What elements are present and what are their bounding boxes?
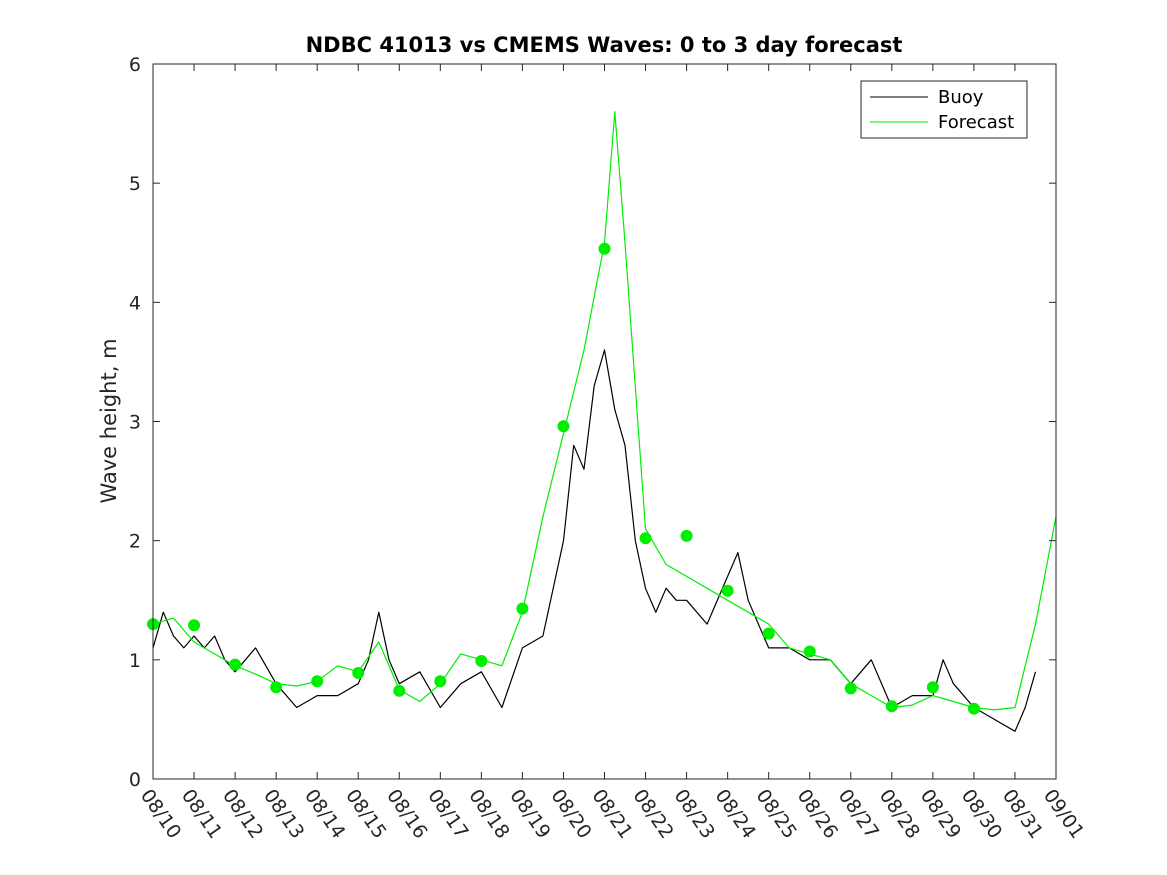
forecast-marker bbox=[844, 682, 857, 695]
forecast-marker bbox=[598, 242, 611, 255]
buoy-series bbox=[152, 349, 1037, 732]
y-tick-label: 1 bbox=[129, 650, 141, 672]
forecast-marker bbox=[229, 658, 242, 671]
forecast-marker bbox=[311, 675, 324, 688]
forecast-marker bbox=[926, 681, 939, 694]
y-tick-label: 5 bbox=[129, 173, 141, 195]
y-tick-label: 2 bbox=[129, 531, 141, 553]
legend-label-buoy: Buoy bbox=[938, 87, 984, 108]
y-axis-label: Wave height, m bbox=[97, 338, 121, 503]
forecast-marker bbox=[393, 684, 406, 697]
y-tick-label: 4 bbox=[129, 292, 141, 314]
forecast-marker bbox=[557, 420, 570, 433]
legend-box bbox=[860, 80, 1028, 139]
forecast-marker bbox=[885, 700, 898, 713]
forecast-marker bbox=[475, 655, 488, 668]
legend-label-forecast: Forecast bbox=[938, 112, 1014, 133]
y-tick-label: 0 bbox=[129, 769, 141, 791]
forecast-marker bbox=[434, 675, 447, 688]
forecast-line bbox=[152, 111, 1057, 711]
forecast-marker bbox=[188, 619, 201, 632]
forecast-marker bbox=[516, 602, 529, 615]
forecast-marker bbox=[270, 681, 283, 694]
chart-title: NDBC 41013 vs CMEMS Waves: 0 to 3 day fo… bbox=[306, 33, 903, 57]
forecast-marker bbox=[352, 666, 365, 679]
y-tick-label: 3 bbox=[129, 412, 141, 434]
axes-background bbox=[153, 64, 1056, 779]
forecast-series bbox=[152, 111, 1057, 711]
forecast-marker bbox=[680, 529, 693, 542]
buoy-line bbox=[152, 349, 1037, 732]
forecast-marker bbox=[803, 645, 816, 658]
forecast-marker bbox=[639, 532, 652, 545]
forecast-marker bbox=[967, 702, 980, 715]
plot-area: 08/1008/1108/1208/1308/1408/1508/1608/17… bbox=[129, 54, 1088, 843]
forecast-marker bbox=[721, 584, 734, 597]
forecast-marker bbox=[762, 627, 775, 640]
y-axis: 0 1 2 3 4 5 6 bbox=[129, 54, 1056, 791]
y-tick-label: 6 bbox=[129, 54, 141, 76]
legend: Buoy Forecast bbox=[860, 80, 1028, 139]
